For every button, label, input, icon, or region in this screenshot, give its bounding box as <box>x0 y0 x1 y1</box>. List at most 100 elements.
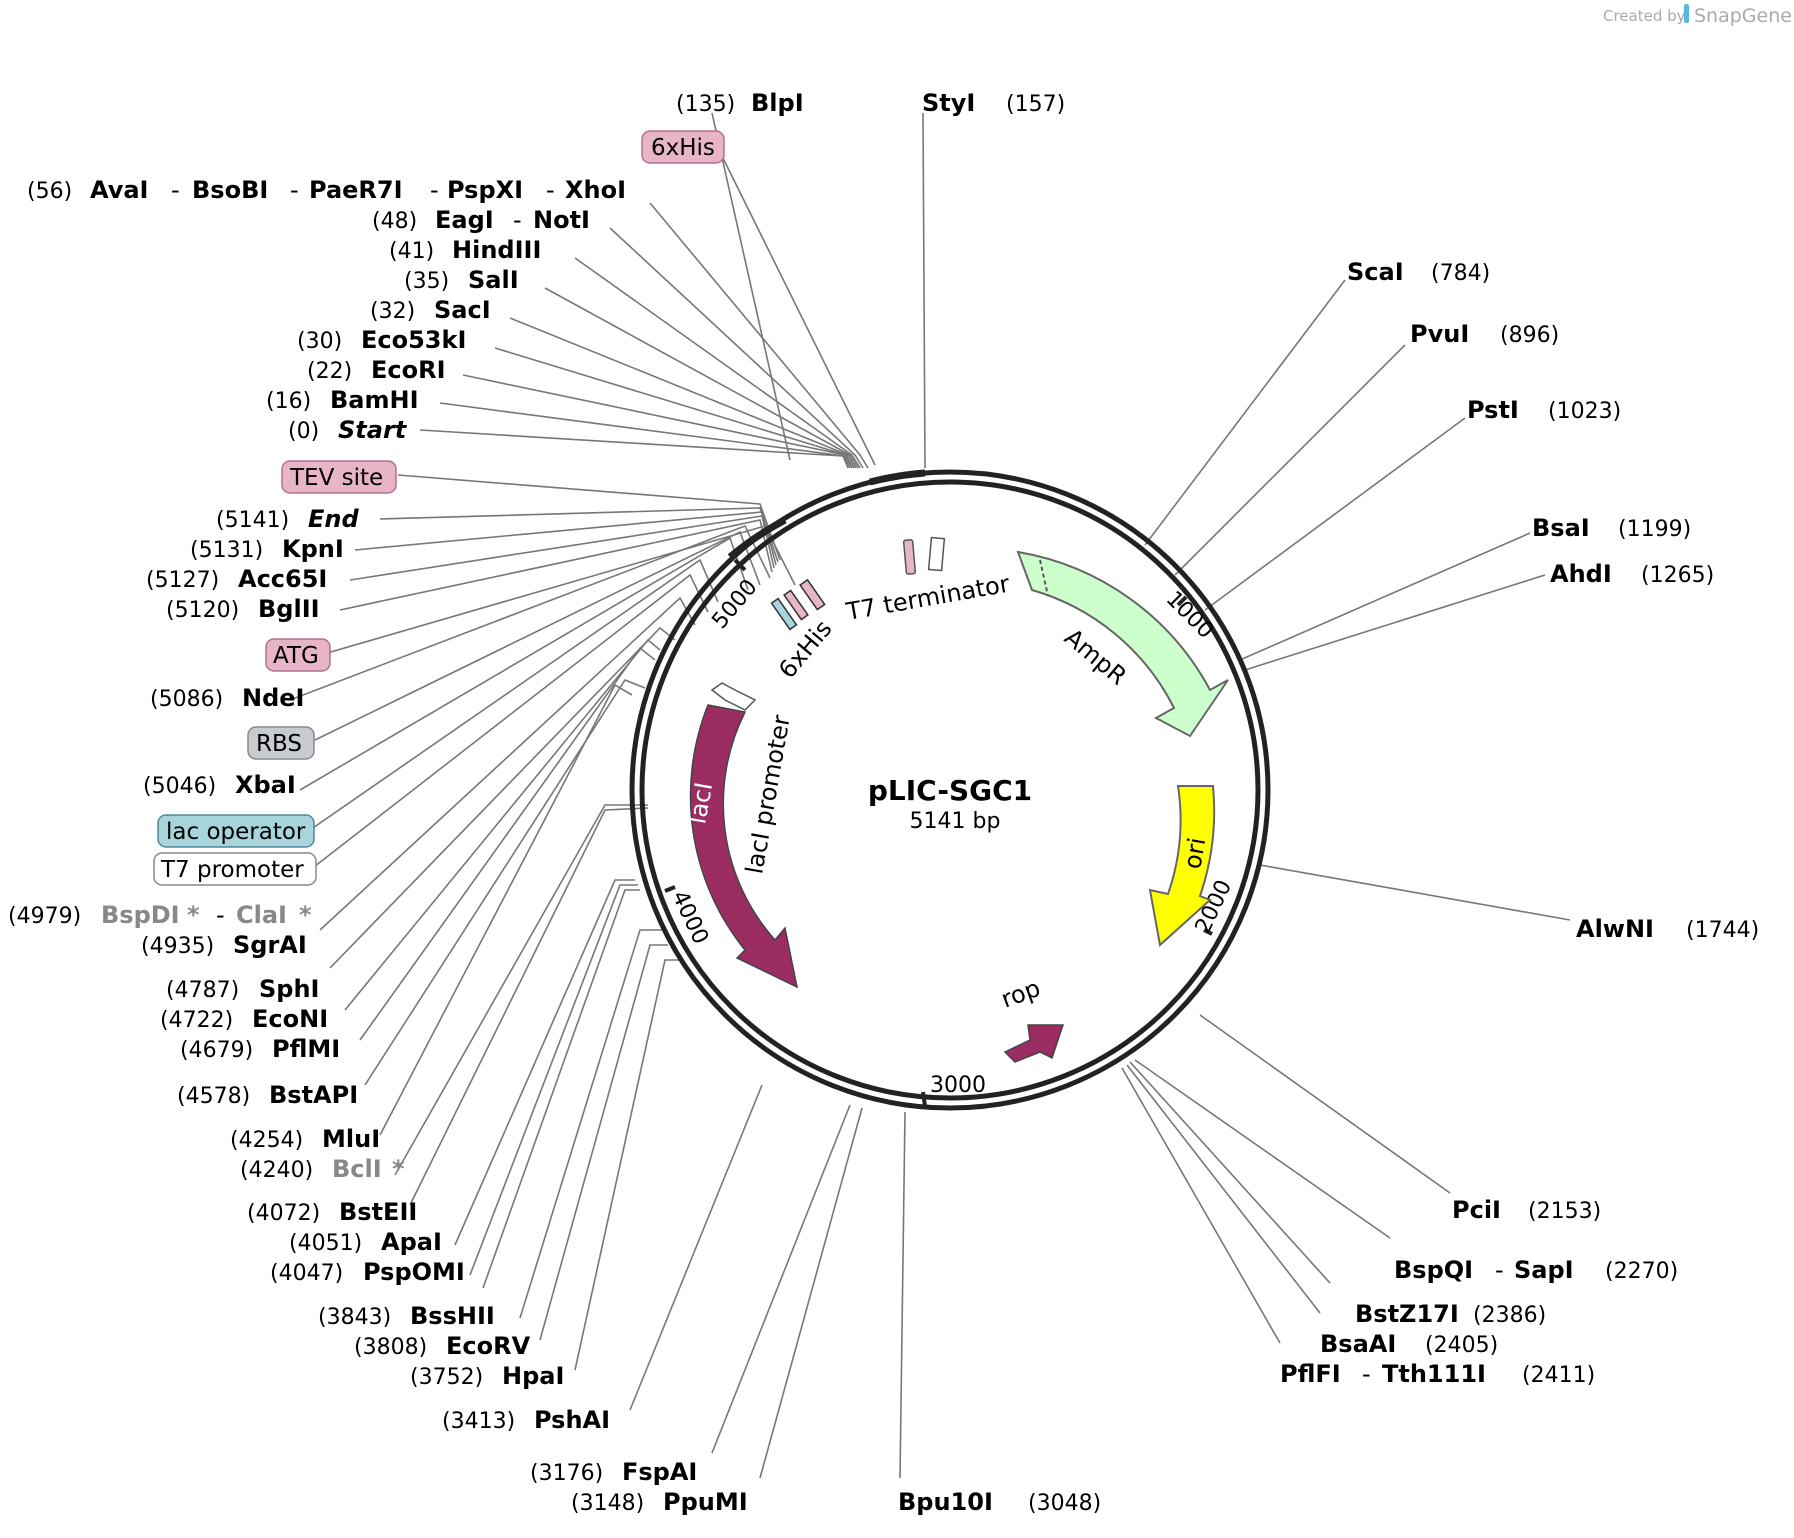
site-bspqi[interactable]: BspQI - SapI (2270) <box>1394 1256 1678 1284</box>
svg-text:XhoI: XhoI <box>565 176 626 204</box>
site-pshai[interactable]: (3413) PshAI <box>442 1406 610 1434</box>
site-mlui[interactable]: (4254) MluI <box>230 1125 380 1153</box>
tag-atg[interactable]: ATG <box>265 638 331 672</box>
site-bstz17i[interactable]: BstZ17I (2386) <box>1355 1300 1546 1328</box>
svg-text:Eco53kI: Eco53kI <box>361 326 466 354</box>
site-bpu10i[interactable]: Bpu10I (3048) <box>898 1488 1101 1516</box>
feature-six-his-small[interactable]: 6xHis <box>770 578 838 684</box>
site-kpni[interactable]: (5131) KpnI <box>190 535 344 563</box>
site-sgrai[interactable]: (4935) SgrAI <box>141 931 307 959</box>
svg-text:SacI: SacI <box>434 296 491 324</box>
tag-six-his[interactable]: 6xHis <box>641 130 725 164</box>
site-sali[interactable]: (35) SalI <box>404 266 519 294</box>
tag-lac-operator[interactable]: lac operator <box>157 814 315 848</box>
feature-rop[interactable]: rop <box>997 974 1065 1063</box>
site-ecori[interactable]: (22) EcoRI <box>307 356 446 384</box>
svg-text:SphI: SphI <box>259 975 319 1003</box>
site-eagi[interactable]: (48) EagI - NotI <box>372 206 590 234</box>
site-bglii[interactable]: (5120) BglII <box>166 595 320 623</box>
site-pcii[interactable]: PciI (2153) <box>1452 1196 1601 1224</box>
snapgene-logo-icon <box>1684 4 1689 23</box>
svg-text:(56): (56) <box>27 179 72 204</box>
tag-rbs[interactable]: RBS <box>247 726 315 760</box>
svg-text:(4722): (4722) <box>160 1008 233 1033</box>
snapgene-credit[interactable]: Created by SnapGene <box>1603 4 1792 27</box>
feature-ampr[interactable]: AmpR <box>1016 550 1229 738</box>
site-econi[interactable]: (4722) EcoNI <box>160 1005 328 1033</box>
svg-text:EcoNI: EcoNI <box>252 1005 328 1033</box>
site-acc65i[interactable]: (5127) Acc65I <box>146 565 327 593</box>
site-bsaai[interactable]: BsaAI (2405) <box>1320 1330 1498 1358</box>
svg-text:(1265): (1265) <box>1641 563 1714 588</box>
svg-text:FspAI: FspAI <box>622 1458 697 1486</box>
site-bsai[interactable]: BsaI (1199) <box>1532 514 1691 542</box>
svg-text:(896): (896) <box>1500 323 1559 348</box>
feature-laci[interactable]: lacI <box>683 704 799 989</box>
tag-t7-promoter[interactable]: T7 promoter <box>153 852 317 886</box>
site-bsteii[interactable]: (4072) BstEII <box>247 1198 417 1226</box>
site-hpai[interactable]: (3752) HpaI <box>410 1362 564 1390</box>
site-start[interactable]: (0) Start <box>288 416 408 444</box>
svg-text:PflMI: PflMI <box>272 1035 340 1063</box>
svg-text:ApaI: ApaI <box>381 1228 442 1256</box>
site-bamhi[interactable]: (16) BamHI <box>266 386 419 414</box>
svg-text:-: - <box>513 206 522 234</box>
site-pflmi[interactable]: (4679) PflMI <box>180 1035 340 1063</box>
site-bsshii[interactable]: (3843) BssHII <box>318 1302 495 1330</box>
feature-ori[interactable]: ori <box>1148 785 1216 947</box>
site-alwni[interactable]: AlwNI (1744) <box>1576 915 1759 943</box>
site-pspomi[interactable]: (4047) PspOMI <box>270 1258 465 1286</box>
svg-text:XbaI: XbaI <box>235 771 296 799</box>
plasmid-length: 5141 bp <box>910 809 1001 834</box>
site-saci[interactable]: (32) SacI <box>370 296 491 324</box>
svg-text:T7 promoter: T7 promoter <box>160 857 304 883</box>
site-bcli[interactable]: (4240) BclI * <box>240 1155 405 1183</box>
site-blpi[interactable]: (135) BlpI <box>676 89 804 117</box>
site-ecorv[interactable]: (3808) EcoRV <box>354 1332 531 1360</box>
site-pvui[interactable]: PvuI (896) <box>1410 320 1559 348</box>
site-psti[interactable]: PstI (1023) <box>1467 396 1621 424</box>
site-end[interactable]: (5141) End <box>216 505 359 533</box>
credit-prefix: Created by <box>1603 7 1686 25</box>
svg-text:(1023): (1023) <box>1548 399 1621 424</box>
site-ndei[interactable]: (5086) NdeI <box>150 684 304 712</box>
site-pflfi[interactable]: PflFI - Tth111I (2411) <box>1280 1360 1595 1388</box>
svg-text:BamHI: BamHI <box>330 386 419 414</box>
site-apai[interactable]: (4051) ApaI <box>289 1228 442 1256</box>
svg-text:MluI: MluI <box>322 1125 380 1153</box>
site-styi[interactable]: StyI (157) <box>922 89 1065 117</box>
site-bspdi[interactable]: (4979) BspDI * - ClaI * <box>8 901 312 929</box>
svg-text:-: - <box>546 176 555 204</box>
svg-text:(4578): (4578) <box>177 1084 250 1109</box>
site-scai[interactable]: ScaI (784) <box>1347 258 1490 286</box>
site-sphi[interactable]: (4787) SphI <box>166 975 319 1003</box>
site-xbai[interactable]: (5046) XbaI <box>143 771 296 799</box>
svg-text:TEV site: TEV site <box>289 465 383 491</box>
svg-text:BspDI: BspDI <box>101 901 180 929</box>
site-avai[interactable]: (56) AvaI - BsoBI - PaeR7I - PspXI - Xho… <box>27 176 626 204</box>
svg-text:BclI: BclI <box>332 1155 382 1183</box>
site-bstapi[interactable]: (4578) BstAPI <box>177 1081 358 1109</box>
svg-text:(41): (41) <box>389 239 434 264</box>
tick-5000: 5000 <box>707 575 762 634</box>
leader-lines <box>289 112 1571 1479</box>
svg-text:EcoRV: EcoRV <box>446 1332 531 1360</box>
feature-t7-terminator[interactable]: T7 terminator <box>843 536 1012 627</box>
svg-text:PspOMI: PspOMI <box>363 1258 465 1286</box>
svg-text:(3843): (3843) <box>318 1305 391 1330</box>
site-eco53ki[interactable]: (30) Eco53kI <box>297 326 466 354</box>
tick-marks <box>664 558 1213 1107</box>
svg-text:(3808): (3808) <box>354 1335 427 1360</box>
tag-tev-site[interactable]: TEV site <box>281 460 397 494</box>
site-hindiii[interactable]: (41) HindIII <box>389 236 541 264</box>
ori-label: ori <box>1178 835 1211 871</box>
svg-text:HpaI: HpaI <box>502 1362 564 1390</box>
svg-text:HindIII: HindIII <box>452 236 541 264</box>
site-fspai[interactable]: (3176) FspAI <box>530 1458 697 1486</box>
tick-3000: 3000 <box>930 1073 986 1098</box>
svg-text:(0): (0) <box>288 419 319 444</box>
svg-text:(3752): (3752) <box>410 1365 483 1390</box>
site-ahdi[interactable]: AhdI (1265) <box>1550 560 1714 588</box>
site-ppumi[interactable]: (3148) PpuMI <box>571 1488 748 1516</box>
